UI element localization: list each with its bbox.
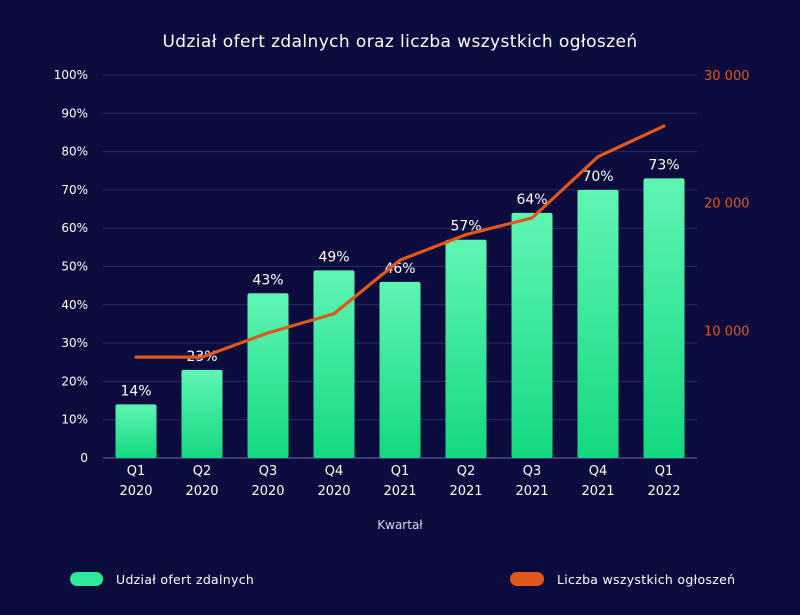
chart-title: Udział ofert zdalnych oraz liczba wszyst… [162,32,637,52]
legend-swatch-bars [70,572,103,586]
y-left-tick-label: 20% [61,374,88,388]
bar-data-label: 43% [252,272,283,288]
bar [247,293,289,458]
y-left-tick-label: 50% [61,260,88,274]
bar [115,404,157,458]
x-axis-title: Kwartał [377,518,423,532]
y-right-tick-label: 10 000 [704,324,750,339]
x-tick-label-year: 2021 [449,484,482,499]
legend-label-line: Liczba wszystkich ogłoszeń [557,572,735,587]
y-right-tick-label: 20 000 [704,197,750,212]
bar-data-label: 49% [318,249,349,265]
bar [379,281,421,458]
bar-data-label: 73% [648,157,679,173]
bar-data-label: 14% [120,383,151,399]
bar [445,239,487,458]
x-tick-label-quarter: Q1 [655,464,674,479]
left-axis-ticks: 0 10% 20% 30% 40% 50% 60% 70% 80% 90% 100% [54,68,88,465]
x-tick-label-year: 2021 [515,484,548,499]
x-tick-label-year: 2020 [317,484,350,499]
line-series [134,124,666,359]
x-tick-label-year: 2020 [185,484,218,499]
y-left-tick-label: 90% [61,106,88,120]
x-tick-label-quarter: Q3 [259,464,278,479]
bar [643,178,685,458]
bar-series [115,178,685,458]
x-tick-label-year: 2021 [581,484,614,499]
y-left-tick-label: 40% [61,298,88,312]
x-tick-label-year: 2022 [647,484,680,499]
y-right-tick-label: 30 000 [704,69,750,84]
y-left-tick-label: 80% [61,145,88,159]
y-left-tick-label: 60% [61,221,88,235]
x-tick-label-quarter: Q3 [523,464,542,479]
x-tick-label-quarter: Q2 [193,464,212,479]
right-axis-ticks: 10 000 20 000 30 000 [704,69,750,339]
bar [577,189,619,458]
x-tick-label-year: 2021 [383,484,416,499]
y-left-tick-label: 10% [61,413,88,427]
bar-data-label: 70% [582,169,613,185]
x-tick-label-quarter: Q2 [457,464,476,479]
legend: Udział ofert zdalnych Liczba wszystkich … [70,572,735,587]
x-tick-label-quarter: Q4 [589,464,608,479]
bar [511,212,553,458]
line-path [134,124,666,359]
legend-swatch-line [510,572,544,586]
legend-label-bars: Udział ofert zdalnych [116,572,254,587]
x-tick-label-quarter: Q4 [325,464,344,479]
x-tick-label-quarter: Q1 [127,464,146,479]
x-axis-ticks: Q1 2020 Q2 2020 Q3 2020 Q4 2020 Q1 2021 Q2 2021 Q3 20… [119,464,680,499]
y-left-tick-label: 30% [61,336,88,350]
y-left-tick-label: 70% [61,183,88,197]
bar-data-label: 57% [450,219,481,235]
bar-data-label: 64% [516,192,547,208]
y-left-tick-label: 0 [80,451,88,465]
x-tick-label-year: 2020 [251,484,284,499]
x-tick-label-year: 2020 [119,484,152,499]
x-tick-label-quarter: Q1 [391,464,410,479]
y-left-tick-label: 100% [54,68,88,82]
bar [313,270,355,458]
bar [181,369,223,458]
